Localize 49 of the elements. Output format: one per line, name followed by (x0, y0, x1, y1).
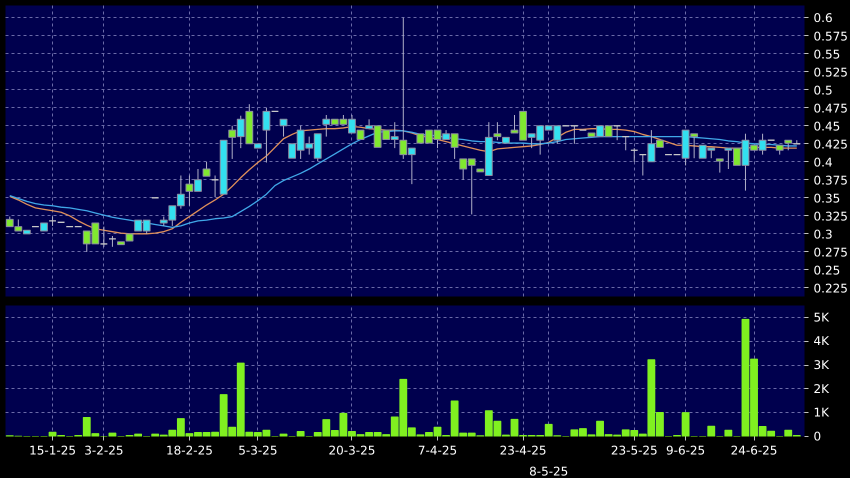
candlestick (108, 235, 117, 248)
candlestick (776, 144, 784, 156)
candlestick (100, 226, 108, 248)
candlestick (630, 148, 638, 162)
x-tick-label: 15-1-25 (29, 444, 76, 458)
y-tick-label: 0.25 (814, 263, 840, 278)
y-tick-label: 0.5 (814, 83, 833, 98)
candlestick (202, 161, 210, 177)
x-tick-label: 18-2-25 (166, 444, 213, 458)
y-tick-label: 0.575 (814, 29, 848, 44)
x-tick-label: 5-3-25 (238, 444, 278, 458)
x-tick-label: 23-5-25 (610, 444, 658, 458)
y-tick-label: 2K (814, 382, 830, 396)
x-tick-label: 20-3-25 (328, 444, 376, 458)
x-tick-label: 24-6-25 (730, 444, 778, 458)
candlestick (262, 107, 270, 164)
y-tick-label: 0.425 (814, 137, 848, 152)
x-tick-label: 7-4-25 (418, 444, 458, 458)
y-tick-label: 0.45 (814, 119, 840, 134)
y-tick-label: 0.6 (814, 11, 833, 26)
candlestick (638, 154, 647, 176)
candlestick (493, 122, 502, 141)
y-tick-label: 0.525 (814, 65, 848, 80)
y-tick-label: 1K (814, 406, 830, 420)
x-tick-label: 8-5-25 (529, 464, 568, 478)
x-tick-label: 23-4-25 (500, 444, 546, 458)
candlestick (280, 118, 288, 138)
y-tick-label: 4K (814, 334, 830, 348)
y-tick-label: 0.275 (814, 245, 848, 260)
y-tick-label: 0.325 (814, 209, 848, 224)
y-tick-label: 0 (814, 430, 822, 444)
y-tick-label: 3K (814, 358, 830, 372)
candlestick (48, 216, 57, 226)
y-tick-label: 0.225 (814, 281, 848, 296)
y-tick-label: 0.4 (814, 155, 833, 170)
y-tick-label: 0.375 (814, 173, 848, 188)
candlestick (784, 140, 792, 151)
x-tick-label: 3-2-25 (84, 444, 124, 458)
candlestick (570, 125, 578, 144)
candlestick (613, 125, 622, 141)
y-tick-label: 5K (814, 310, 830, 324)
x-tick-label: 9-6-25 (666, 444, 706, 458)
y-tick-label: 0.3 (814, 227, 833, 242)
y-tick-label: 0.475 (814, 101, 848, 116)
y-tick-label: 0.35 (814, 191, 840, 206)
candlestick (716, 158, 724, 174)
y-tick-label: 0.55 (814, 47, 840, 62)
candlestick (622, 136, 630, 151)
candlestick (211, 174, 220, 198)
